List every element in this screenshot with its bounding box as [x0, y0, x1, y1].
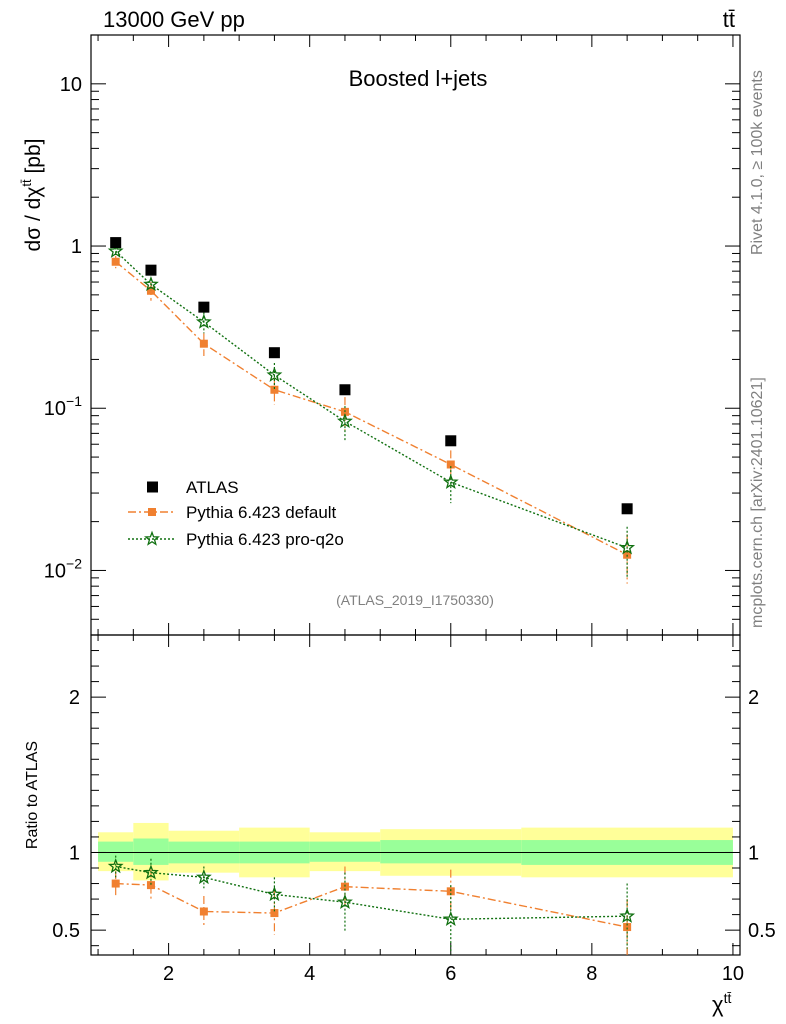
ratio-tick-label-right: 0.5	[748, 920, 776, 942]
ratio-band-inner	[133, 838, 169, 865]
x-tick-labels: 2 4 6 8 10	[163, 963, 744, 985]
ratio-series	[107, 855, 636, 955]
ratio-point	[619, 907, 636, 923]
legend-marker-q2o	[144, 530, 160, 546]
y-tick-label: 1	[71, 236, 82, 258]
ratio-point	[107, 858, 124, 874]
ratio-tick-label-left: 1	[69, 842, 80, 864]
data-point	[198, 301, 210, 313]
axis-ticks	[91, 34, 740, 955]
data-point	[445, 435, 457, 447]
data-point	[111, 257, 120, 266]
ratio-point	[111, 879, 120, 888]
header-process-label: tt̄	[723, 7, 735, 32]
data-point	[446, 460, 455, 469]
ratio-point	[623, 923, 632, 932]
x-tick-label: 4	[304, 963, 315, 985]
ratio-tick-labels: 2 2 1 1 0.5 0.5	[52, 687, 776, 942]
main-series	[107, 237, 636, 584]
data-point	[442, 473, 459, 489]
svg-text:dσ / dχtt̄ [pb]: dσ / dχtt̄ [pb]	[19, 139, 45, 252]
ratio-bands	[98, 822, 733, 881]
data-point	[619, 539, 636, 555]
x-axis-label: χtt̄	[712, 990, 731, 1017]
ratio-point	[446, 887, 455, 896]
x-tick-label: 2	[163, 963, 174, 985]
legend-label: Pythia 6.423 pro-q2o	[186, 530, 344, 549]
data-point	[339, 384, 351, 396]
header-energy-label: 13000 GeV pp	[103, 7, 245, 32]
y-tick-label: 10−2	[44, 555, 82, 582]
chart-title: Boosted l+jets	[349, 66, 488, 91]
ratio-point	[195, 868, 212, 885]
legend-label: Pythia 6.423 default	[186, 503, 337, 522]
data-point	[621, 503, 633, 515]
analysis-id: (ATLAS_2019_I1750330)	[336, 592, 494, 608]
ratio-tick-label-right: 1	[748, 842, 759, 864]
legend: ATLAS Pythia 6.423 default Pythia 6.423 pr…	[128, 478, 344, 549]
data-point	[266, 366, 283, 382]
x-tick-label: 6	[445, 963, 456, 985]
data-point	[143, 276, 159, 292]
legend-marker-default	[148, 508, 156, 516]
x-tick-label: 10	[722, 963, 744, 985]
ratio-point	[199, 907, 208, 916]
legend-label: ATLAS	[186, 478, 239, 497]
data-point	[623, 550, 632, 559]
data-point	[270, 385, 279, 394]
legend-marker-atlas	[147, 481, 158, 493]
y-tick-label: 10−1	[44, 393, 82, 420]
ratio-band-inner	[309, 841, 381, 862]
data-point	[107, 242, 124, 258]
svg-text:χtt̄: χtt̄	[712, 990, 731, 1017]
ratio-tick-label-right: 2	[748, 687, 759, 709]
ratio-series-line	[115, 882, 628, 928]
data-point	[195, 313, 212, 329]
ratio-band-inner	[380, 840, 522, 864]
data-point	[199, 339, 208, 348]
data-point	[268, 347, 280, 359]
mcplots-label: mcplots.cern.ch [arXiv:2401.10621]	[749, 377, 766, 628]
ratio-point	[266, 886, 283, 902]
ratio-y-label: Ratio to ATLAS	[24, 741, 41, 849]
rivet-version-label: Rivet 4.1.0, ≥ 100k events	[749, 70, 766, 255]
ratio-point	[270, 909, 279, 918]
ratio-point	[143, 864, 159, 880]
data-point	[337, 413, 353, 429]
ratio-tick-label-left: 0.5	[52, 920, 80, 942]
ratio-point	[146, 881, 155, 890]
y-tick-label: 10	[60, 74, 82, 96]
data-point	[110, 237, 122, 249]
ratio-point	[337, 893, 353, 909]
data-point	[145, 264, 157, 276]
ratio-tick-label-left: 2	[69, 687, 80, 709]
y-axis-label: dσ / dχtt̄ [pb]	[19, 139, 45, 252]
ratio-band-inner	[98, 841, 134, 862]
ratio-panel-frame	[90, 634, 741, 956]
y-tick-labels: 10 1 10−1 10−2	[44, 74, 82, 583]
ratio-point	[442, 910, 459, 927]
x-tick-label: 8	[586, 963, 597, 985]
